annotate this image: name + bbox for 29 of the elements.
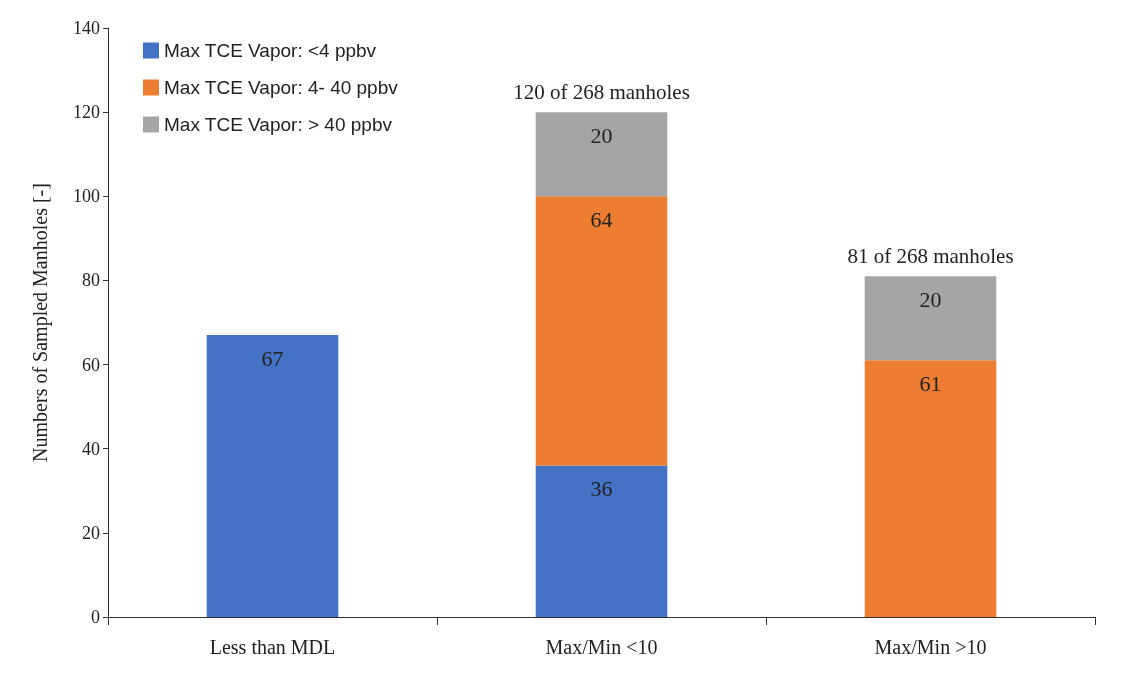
data-label: 61 xyxy=(919,370,942,396)
x-tick-label: Max/Min <10 xyxy=(545,636,658,658)
y-tick-label: 120 xyxy=(73,102,100,123)
y-tick-label: 80 xyxy=(82,270,100,291)
y-tick-label: 140 xyxy=(73,18,100,38)
total-label: 120 of 268 manholes xyxy=(513,79,690,104)
bar xyxy=(206,335,339,617)
bar xyxy=(864,276,997,361)
bar xyxy=(864,360,997,617)
data-label: 20 xyxy=(919,286,942,312)
data-label: 64 xyxy=(590,206,613,232)
data-label: 67 xyxy=(261,345,284,371)
x-tick-label: Max/Min >10 xyxy=(874,636,987,658)
legend-label: Max TCE Vapor: 4- 40 ppbv xyxy=(164,77,399,98)
data-label: 36 xyxy=(590,476,613,502)
legend-label: Max TCE Vapor: <4 ppbv xyxy=(164,40,377,61)
y-tick-label: 40 xyxy=(82,438,100,459)
y-tick-label: 60 xyxy=(82,354,100,375)
y-axis-title: Numbers of Sampled Manholes [-] xyxy=(29,183,52,462)
total-label: 81 of 268 manholes xyxy=(847,243,1014,268)
data-label: 20 xyxy=(590,122,613,148)
bar xyxy=(535,465,668,617)
bar xyxy=(535,196,668,466)
y-tick-label: 100 xyxy=(73,186,100,207)
y-tick-label: 0 xyxy=(91,607,100,627)
bar xyxy=(535,112,668,197)
legend-label: Max TCE Vapor: > 40 ppbv xyxy=(164,114,393,135)
x-tick-label: Less than MDL xyxy=(209,636,336,658)
y-tick-label: 20 xyxy=(82,522,100,543)
